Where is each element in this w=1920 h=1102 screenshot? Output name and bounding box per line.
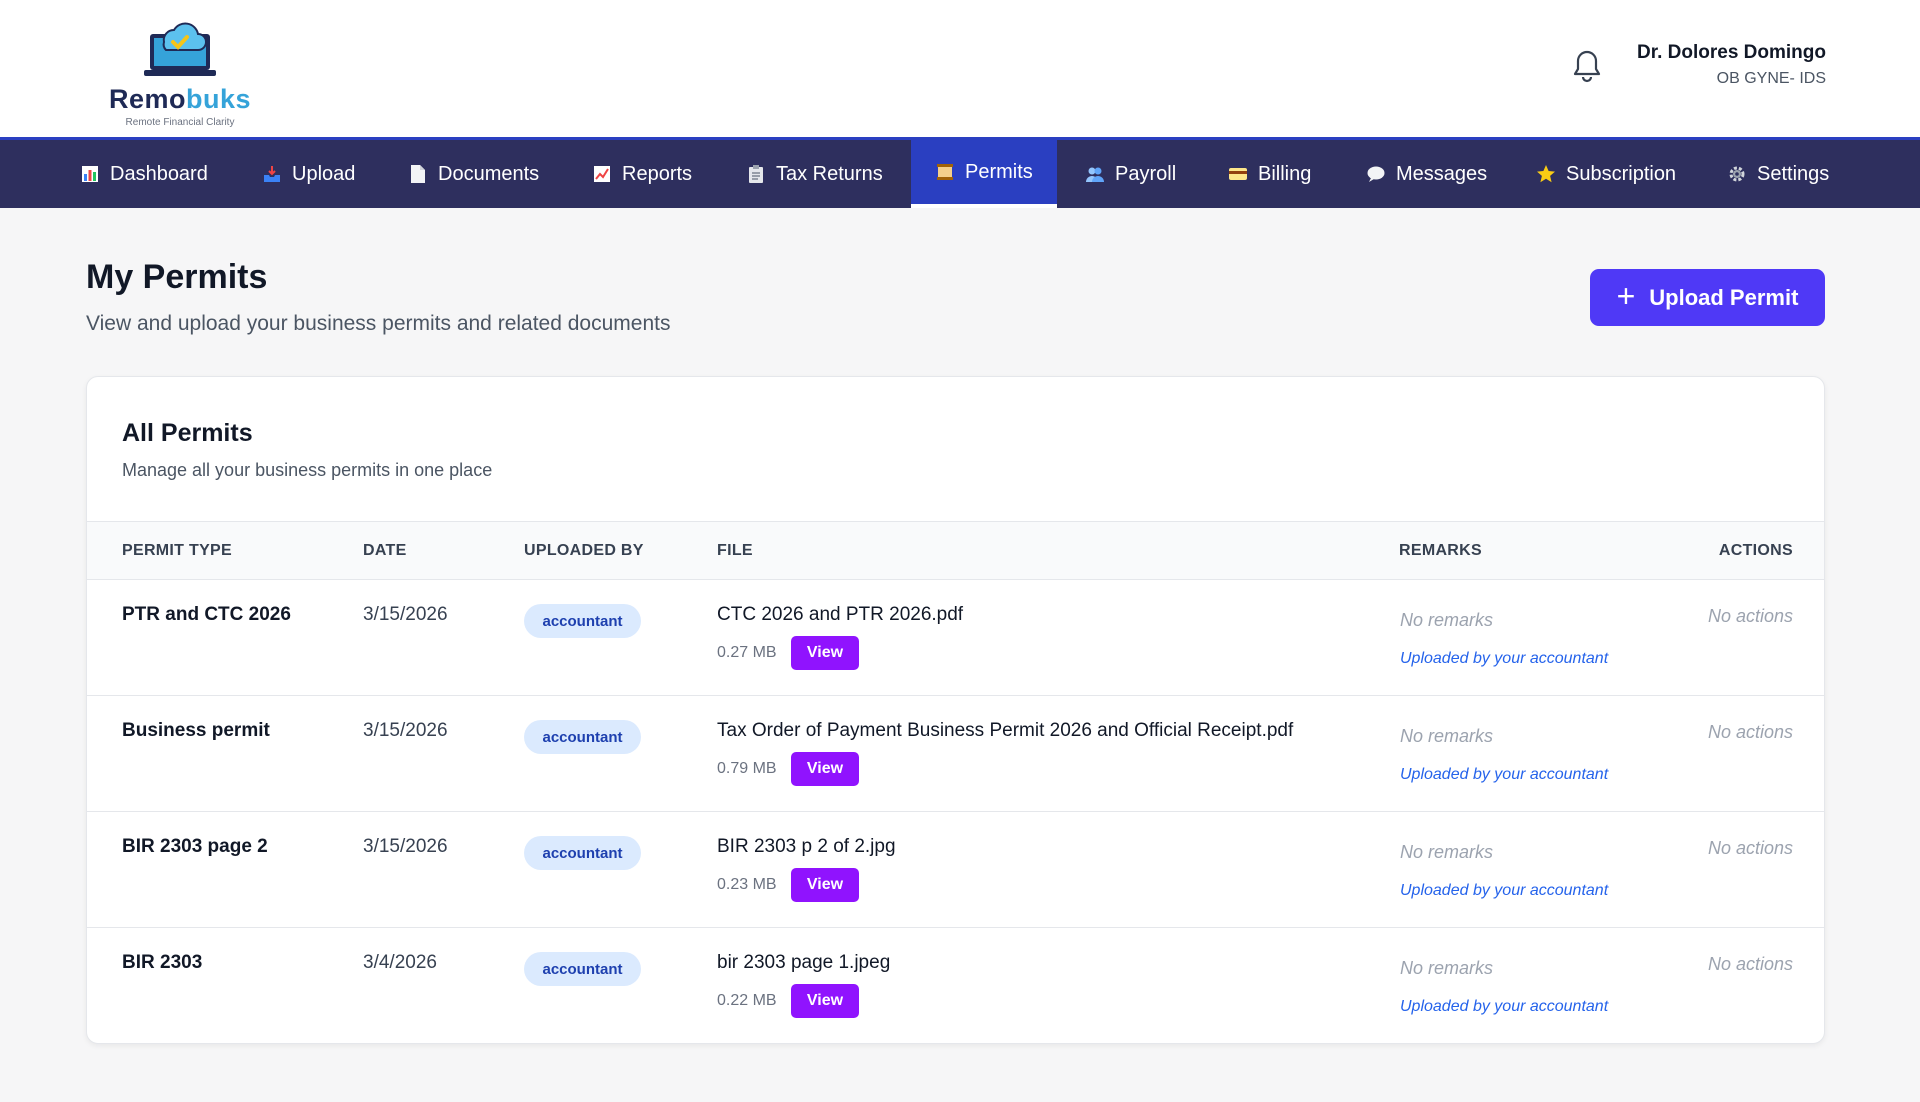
view-button[interactable]: View [791, 868, 859, 902]
column-header-uploaded-by: UPLOADED BY [524, 542, 644, 559]
card-title: All Permits [122, 419, 253, 447]
file-name: BIR 2303 p 2 of 2.jpg [717, 836, 896, 857]
nav-item-billing[interactable]: Billing [1204, 140, 1335, 208]
file-name: Tax Order of Payment Business Permit 202… [717, 720, 1294, 741]
people-icon [1085, 164, 1105, 184]
plus-icon: + [1616, 278, 1636, 314]
uploaded-note: Uploaded by your accountant [1400, 650, 1609, 667]
nav-item-tax-returns[interactable]: Tax Returns [722, 140, 907, 208]
view-button[interactable]: View [791, 636, 859, 670]
clipboard-icon [746, 164, 766, 184]
view-button[interactable]: View [791, 984, 859, 1018]
cloud-laptop-logo-icon [144, 22, 216, 76]
chart-icon [80, 164, 100, 184]
logo-wordmark: Remobuks [108, 84, 252, 114]
scroll-icon [935, 162, 955, 182]
file-name: CTC 2026 and PTR 2026.pdf [717, 604, 964, 625]
actions-text: No actions [1707, 722, 1793, 742]
user-role: OB GYNE- IDS [1716, 70, 1826, 87]
nav-item-upload[interactable]: Upload [238, 140, 379, 208]
nav-label: Documents [438, 162, 540, 185]
uploaded-note: Uploaded by your accountant [1400, 998, 1609, 1015]
page-title: My Permits [86, 258, 268, 296]
permit-date: 3/4/2026 [363, 952, 437, 973]
uploaded-by-badge: accountant [524, 720, 641, 754]
permits-card: All Permits Manage all your business per… [86, 376, 1825, 1044]
table-row: Business permit 3/15/2026 accountant Tax… [87, 696, 1824, 812]
view-button[interactable]: View [791, 752, 859, 786]
page-icon [408, 164, 428, 184]
nav-item-reports[interactable]: Reports [568, 140, 716, 208]
column-header-date: DATE [363, 542, 407, 559]
nav-item-payroll[interactable]: Payroll [1061, 140, 1200, 208]
remarks-text: No remarks [1400, 726, 1494, 746]
actions-text: No actions [1707, 838, 1793, 858]
trend-chart-icon [592, 164, 612, 184]
nav-label: Tax Returns [776, 162, 883, 185]
uploaded-by-badge: accountant [524, 836, 641, 870]
file-size: 0.79 MB [717, 760, 777, 777]
permit-type: Business permit [122, 720, 270, 741]
column-header-file: FILE [717, 542, 753, 559]
permit-type: BIR 2303 page 2 [122, 836, 268, 857]
actions-text: No actions [1707, 606, 1793, 626]
permit-date: 3/15/2026 [363, 836, 448, 857]
column-header-permit-type: PERMIT TYPE [122, 542, 232, 559]
logo[interactable]: Remobuks Remote Financial Clarity [104, 12, 256, 130]
upload-permit-button[interactable]: + Upload Permit [1590, 269, 1825, 326]
nav-label: Reports [622, 162, 693, 185]
table-row: PTR and CTC 2026 3/15/2026 accountant CT… [87, 580, 1824, 696]
star-icon [1536, 164, 1556, 184]
nav-label: Messages [1396, 162, 1488, 185]
bell-icon[interactable] [1570, 48, 1604, 84]
nav-item-subscription[interactable]: Subscription [1512, 140, 1700, 208]
nav-item-dashboard[interactable]: Dashboard [56, 140, 232, 208]
file-size: 0.23 MB [717, 876, 777, 893]
credit-card-icon [1228, 164, 1248, 184]
permit-type: BIR 2303 [122, 952, 203, 973]
uploaded-note: Uploaded by your accountant [1400, 766, 1609, 783]
upload-permit-label: Upload Permit [1649, 284, 1799, 310]
nav-item-permits[interactable]: Permits [911, 140, 1057, 208]
remarks-text: No remarks [1400, 842, 1494, 862]
permit-date: 3/15/2026 [363, 720, 448, 741]
nav-item-messages[interactable]: Messages [1342, 140, 1511, 208]
nav-item-documents[interactable]: Documents [384, 140, 563, 208]
uploaded-by-badge: accountant [524, 604, 641, 638]
file-name: bir 2303 page 1.jpeg [717, 952, 891, 973]
file-size: 0.22 MB [717, 992, 777, 1009]
table-header: PERMIT TYPE DATE UPLOADED BY FILE REMARK… [87, 521, 1824, 580]
column-header-remarks: REMARKS [1399, 542, 1482, 559]
inbox-tray-icon [262, 164, 282, 184]
page-subtitle: View and upload your business permits an… [86, 312, 671, 335]
remarks-text: No remarks [1400, 958, 1494, 978]
permit-type: PTR and CTC 2026 [122, 604, 291, 625]
card-subtitle: Manage all your business permits in one … [122, 460, 493, 480]
nav-label: Payroll [1115, 162, 1177, 185]
nav-label: Settings [1757, 162, 1830, 185]
actions-text: No actions [1707, 954, 1793, 974]
user-name[interactable]: Dr. Dolores Domingo [1637, 42, 1826, 63]
logo-tagline: Remote Financial Clarity [125, 117, 235, 128]
column-header-actions: ACTIONS [1718, 542, 1793, 559]
uploaded-by-badge: accountant [524, 952, 641, 986]
nav-label: Permits [965, 160, 1033, 183]
table-row: BIR 2303 page 2 3/15/2026 accountant BIR… [87, 812, 1824, 928]
table-row: BIR 2303 3/4/2026 accountant bir 2303 pa… [87, 928, 1824, 1043]
permit-date: 3/15/2026 [363, 604, 448, 625]
nav-label: Dashboard [110, 162, 208, 185]
nav-label: Upload [292, 162, 356, 185]
remarks-text: No remarks [1400, 610, 1494, 630]
file-size: 0.27 MB [717, 644, 777, 661]
nav-item-settings[interactable]: Settings [1703, 140, 1853, 208]
gear-icon [1727, 164, 1747, 184]
main-nav: Dashboard Upload Documents Reports Tax R… [0, 140, 1920, 208]
top-header: Remobuks Remote Financial Clarity Dr. Do… [0, 0, 1920, 140]
nav-label: Subscription [1566, 162, 1677, 185]
uploaded-note: Uploaded by your accountant [1400, 882, 1609, 899]
speech-bubble-icon [1366, 164, 1386, 184]
nav-label: Billing [1258, 162, 1312, 185]
